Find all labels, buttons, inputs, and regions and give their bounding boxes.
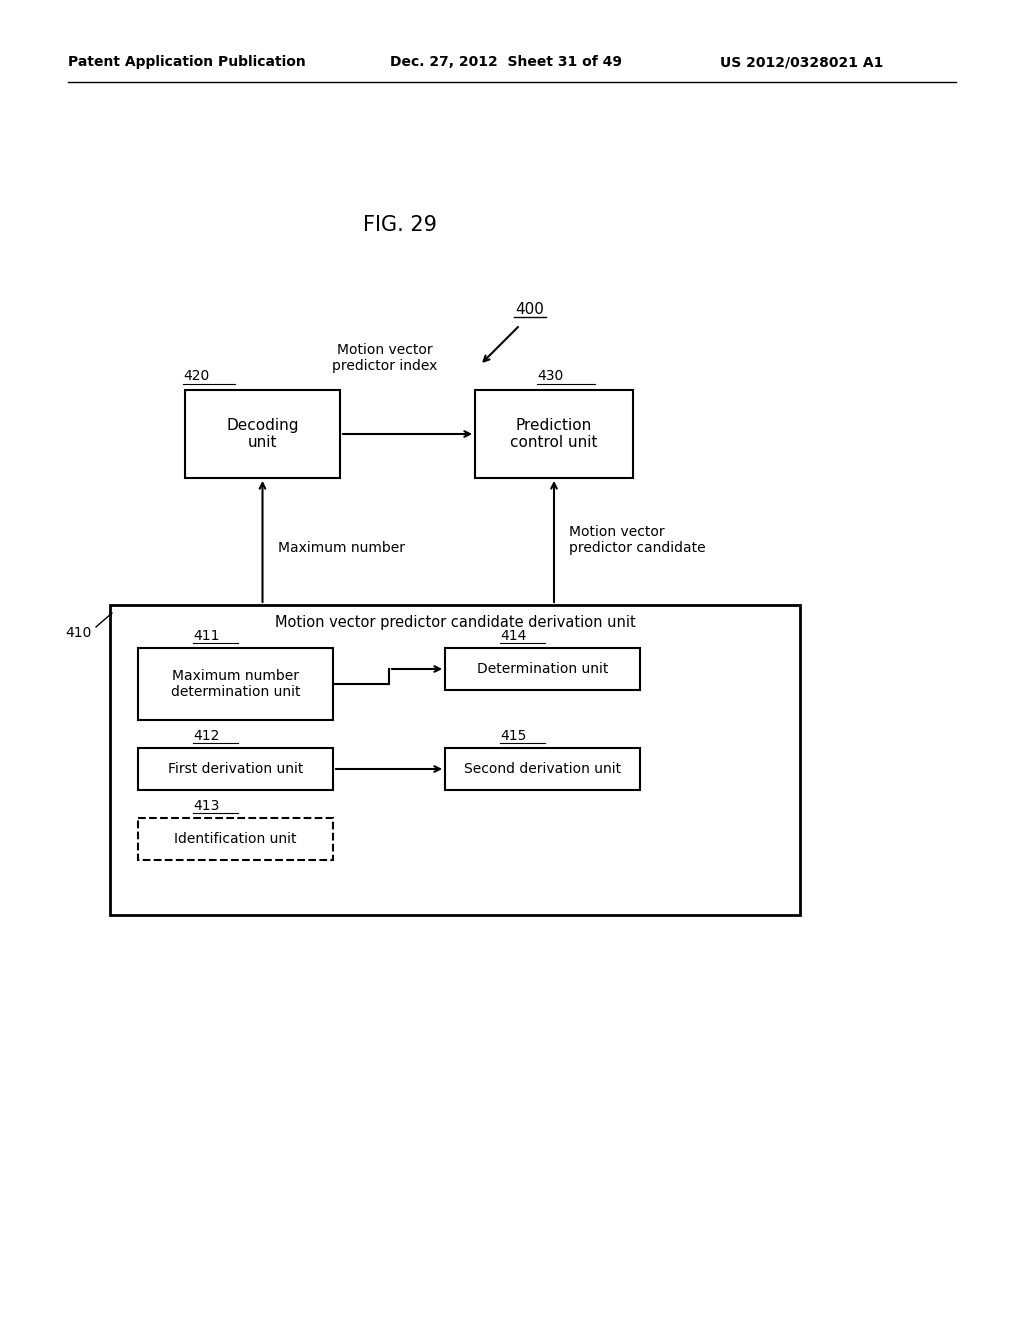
Text: 410: 410 (66, 626, 92, 640)
Bar (138, 818, 333, 861)
Text: Maximum number: Maximum number (278, 541, 404, 554)
Text: First derivation unit: First derivation unit (168, 762, 303, 776)
Text: Motion vector predictor candidate derivation unit: Motion vector predictor candidate deriva… (274, 615, 635, 631)
Bar (110, 605, 800, 915)
Text: 413: 413 (193, 799, 219, 813)
Bar (445, 648, 640, 690)
Text: Prediction
control unit: Prediction control unit (510, 418, 598, 450)
Text: Patent Application Publication: Patent Application Publication (68, 55, 306, 69)
Text: Motion vector
predictor index: Motion vector predictor index (333, 343, 437, 374)
Bar (138, 748, 333, 789)
Text: 430: 430 (537, 370, 563, 383)
Text: 412: 412 (193, 729, 219, 743)
Text: Identification unit: Identification unit (174, 832, 297, 846)
Text: Second derivation unit: Second derivation unit (464, 762, 622, 776)
Bar (445, 748, 640, 789)
Text: FIG. 29: FIG. 29 (362, 215, 437, 235)
Text: US 2012/0328021 A1: US 2012/0328021 A1 (720, 55, 884, 69)
Text: 414: 414 (500, 630, 526, 643)
Text: Decoding
unit: Decoding unit (226, 418, 299, 450)
Text: Maximum number
determination unit: Maximum number determination unit (171, 669, 300, 700)
Text: 411: 411 (193, 630, 219, 643)
Text: 400: 400 (515, 302, 545, 318)
Bar (138, 648, 333, 719)
Bar (185, 389, 340, 478)
Text: Determination unit: Determination unit (477, 663, 608, 676)
Bar (475, 389, 633, 478)
Text: 415: 415 (500, 729, 526, 743)
Text: 420: 420 (183, 370, 209, 383)
Text: Motion vector
predictor candidate: Motion vector predictor candidate (569, 525, 706, 556)
Text: Dec. 27, 2012  Sheet 31 of 49: Dec. 27, 2012 Sheet 31 of 49 (390, 55, 622, 69)
